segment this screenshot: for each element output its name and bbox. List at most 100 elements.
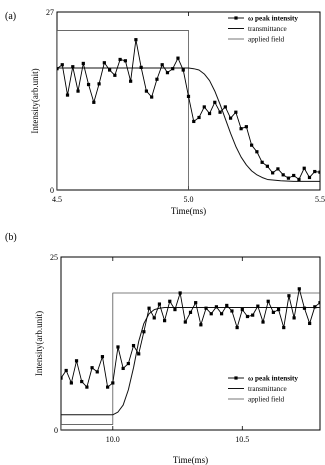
data-point-omega-peak-intensity (118, 57, 122, 62)
data-point-omega-peak-intensity (234, 110, 238, 114)
legend-marker-omega-peak-intensity (234, 376, 238, 380)
data-point-omega-peak-intensity (111, 381, 115, 385)
data-point-omega-peak-intensity (123, 59, 127, 63)
data-point-omega-peak-intensity (245, 314, 250, 319)
panel-label: (b) (5, 232, 17, 243)
data-point-omega-peak-intensity (223, 105, 227, 109)
data-point-omega-peak-intensity (265, 164, 269, 168)
x-tick-label: 5.5 (315, 195, 325, 204)
data-point-omega-peak-intensity (65, 93, 70, 97)
data-point-omega-peak-intensity (165, 71, 170, 75)
data-point-omega-peak-intensity (287, 294, 291, 298)
data-point-omega-peak-intensity (173, 307, 177, 312)
data-point-omega-peak-intensity (313, 305, 317, 309)
legend-label-transmittance: transmittance (248, 385, 287, 393)
chart-panel-b: (b) 10.0 10.5 0 25 Time(ms) Intensity(arb.unit… (5, 232, 321, 465)
data-point-omega-peak-intensity (281, 173, 285, 177)
y-tick-label: 27 (46, 8, 54, 17)
data-point-omega-peak-intensity (137, 352, 141, 356)
data-point-omega-peak-intensity (197, 115, 201, 120)
plot-frame (60, 256, 321, 431)
data-point-omega-peak-intensity (126, 361, 130, 366)
y-axis-label: Intensity(arb.unit) (30, 68, 40, 133)
data-point-omega-peak-intensity (302, 166, 306, 170)
legend: ω peak intensity transmittance applied fie… (228, 375, 298, 404)
data-point-omega-peak-intensity (95, 370, 99, 374)
data-point-omega-peak-intensity (313, 169, 317, 174)
data-point-omega-peak-intensity (157, 302, 162, 306)
data-point-omega-peak-intensity (297, 287, 301, 291)
legend-label-omega-peak-intensity: ω peak intensity (248, 15, 298, 23)
data-point-omega-peak-intensity (121, 366, 125, 371)
data-point-omega-peak-intensity (235, 325, 239, 330)
data-point-omega-peak-intensity (276, 307, 281, 312)
data-point-omega-peak-intensity (61, 376, 63, 380)
data-point-omega-peak-intensity (214, 305, 218, 309)
data-point-omega-peak-intensity (230, 309, 234, 313)
y-tick-label: 0 (50, 186, 54, 195)
x-axis-label: Time(ms) (173, 455, 208, 465)
data-point-omega-peak-intensity (240, 307, 244, 312)
data-point-omega-peak-intensity (286, 176, 291, 180)
data-point-omega-peak-intensity (80, 379, 84, 384)
series-line-applied-field (57, 30, 189, 190)
data-point-omega-peak-intensity (318, 170, 320, 174)
data-point-omega-peak-intensity (292, 173, 296, 178)
data-point-omega-peak-intensity (144, 89, 149, 93)
data-point-omega-peak-intensity (228, 116, 233, 120)
data-point-omega-peak-intensity (219, 312, 224, 316)
data-point-omega-peak-intensity (81, 61, 85, 66)
data-point-omega-peak-intensity (178, 291, 182, 295)
plot-area (61, 287, 320, 430)
legend-label-applied-field: applied field (248, 396, 285, 404)
data-point-omega-peak-intensity (308, 321, 312, 326)
data-point-omega-peak-intensity (134, 38, 138, 42)
data-point-omega-peak-intensity (129, 79, 133, 83)
data-point-omega-peak-intensity (209, 312, 213, 316)
data-point-omega-peak-intensity (171, 67, 175, 71)
data-point-omega-peak-intensity (116, 345, 120, 349)
data-point-omega-peak-intensity (60, 63, 64, 67)
data-point-omega-peak-intensity (239, 127, 243, 131)
data-point-omega-peak-intensity (108, 68, 112, 72)
series-line-omega-peak-intensity (61, 288, 320, 388)
data-point-omega-peak-intensity (255, 150, 259, 154)
x-axis-label: Time(ms) (171, 206, 206, 216)
x-tick-label: 4.5 (52, 195, 62, 204)
data-point-omega-peak-intensity (260, 160, 264, 164)
data-point-omega-peak-intensity (256, 304, 260, 308)
legend-label-omega-peak-intensity: ω peak intensity (248, 375, 298, 383)
data-point-omega-peak-intensity (64, 368, 68, 373)
data-point-omega-peak-intensity (302, 306, 307, 310)
data-point-omega-peak-intensity (147, 306, 151, 310)
data-point-omega-peak-intensity (92, 100, 96, 104)
data-point-omega-peak-intensity (202, 105, 206, 109)
series-line-transmittance (61, 307, 320, 416)
x-tick-label: 5.0 (184, 195, 194, 204)
data-point-omega-peak-intensity (213, 100, 217, 104)
legend: ω peak intensity transmittance applied fie… (228, 15, 298, 44)
data-point-omega-peak-intensity (192, 119, 196, 124)
data-point-omega-peak-intensity (207, 111, 212, 116)
plot-area (57, 30, 320, 190)
data-point-omega-peak-intensity (292, 316, 296, 320)
data-point-omega-peak-intensity (218, 110, 222, 114)
data-point-omega-peak-intensity (188, 310, 193, 314)
data-point-omega-peak-intensity (261, 320, 265, 324)
data-point-omega-peak-intensity (176, 56, 180, 60)
legend-label-applied-field: applied field (248, 36, 285, 44)
data-point-omega-peak-intensity (266, 299, 270, 303)
data-point-omega-peak-intensity (251, 313, 255, 317)
data-point-omega-peak-intensity (160, 63, 164, 67)
data-point-omega-peak-intensity (276, 167, 280, 171)
y-axis-label: Intensity(arb.unit) (34, 311, 44, 376)
x-tick-label: 10.0 (106, 435, 120, 444)
data-point-omega-peak-intensity (102, 61, 106, 65)
panel-label: (a) (5, 11, 16, 22)
data-point-omega-peak-intensity (113, 73, 117, 77)
data-point-omega-peak-intensity (85, 385, 89, 389)
data-point-omega-peak-intensity (71, 65, 75, 69)
data-point-omega-peak-intensity (155, 77, 159, 81)
chart-panel-a: (a) 4.5 5.0 5.5 0 27 Time(ms) Intensity(arb.uni… (5, 8, 325, 216)
